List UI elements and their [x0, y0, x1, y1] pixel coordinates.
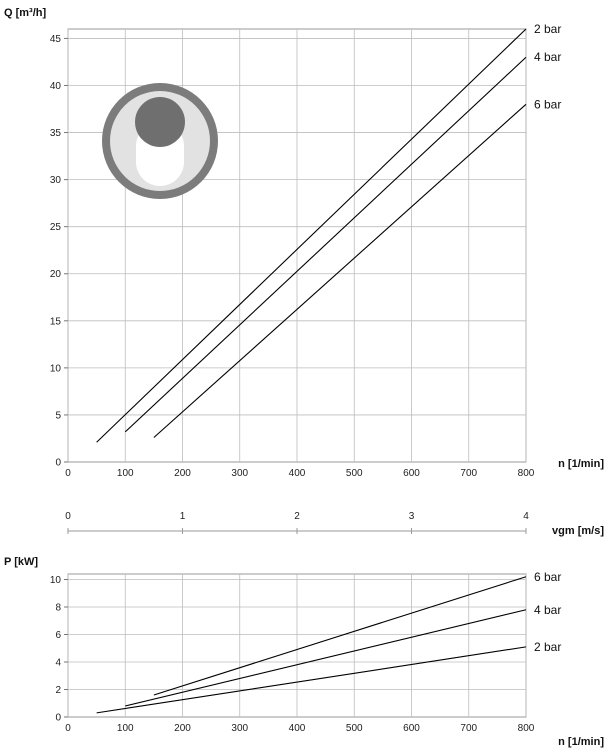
x-tick-label: 500: [346, 468, 363, 479]
x-tick-label: 700: [460, 723, 477, 734]
flow-chart-grid: [64, 28, 527, 463]
series-line-2-bar: [96, 646, 527, 714]
pump-rotor-icon: [102, 83, 218, 199]
x-tick-label: 200: [174, 723, 191, 734]
series-line-4-bar: [125, 609, 527, 707]
y-tick-label: 45: [50, 34, 62, 45]
y-tick-label: 10: [50, 363, 62, 374]
y-tick-label: 8: [55, 603, 61, 614]
x-tick-label: 300: [231, 468, 248, 479]
velocity-axis-label: vgm [m/s]: [552, 525, 604, 537]
y-tick-label: 40: [50, 81, 62, 92]
y-tick-label: 5: [55, 410, 61, 421]
y-tick-label: 20: [50, 269, 62, 280]
series-line-2-bar: [96, 28, 527, 443]
series-label: 6 bar: [534, 570, 561, 584]
velocity-tick-label: 1: [180, 511, 186, 522]
x-tick-label: 300: [231, 723, 248, 734]
x-tick-label: 500: [346, 723, 363, 734]
series-line-6-bar: [153, 576, 527, 696]
x-tick-label: 100: [117, 468, 134, 479]
velocity-tick-label: 4: [523, 511, 529, 522]
x-tick-label: 700: [460, 468, 477, 479]
series-label: 6 bar: [534, 97, 561, 111]
velocity-axis: 0 1 2 3 4: [65, 511, 529, 534]
x-tick-label: 400: [289, 723, 306, 734]
series-label: 2 bar: [534, 640, 561, 654]
flow-y-axis-label: Q [m³/h]: [4, 7, 46, 19]
series-line-6-bar: [153, 103, 527, 438]
power-chart-grid: [64, 573, 527, 718]
x-tick-label: 200: [174, 468, 191, 479]
y-tick-label: 15: [50, 316, 62, 327]
flow-chart-series: [96, 28, 527, 443]
velocity-tick-label: 2: [294, 511, 300, 522]
y-tick-label: 2: [55, 685, 61, 696]
series-label: 4 bar: [534, 50, 561, 64]
y-tick-label: 4: [55, 658, 61, 669]
x-tick-label: 600: [403, 468, 420, 479]
x-tick-label: 0: [65, 723, 71, 734]
series-line-4-bar: [124, 56, 527, 433]
power-chart-tick-labels: 0 100 200 300 400 500 600 700 800 0 2 4 6 8 10 6 bar 4 b…: [50, 570, 561, 734]
flow-chart-tick-labels: 0 100 200 300 400 500 600 700 800 0 5 10 15 20 25 30 35 4…: [50, 22, 561, 479]
y-tick-label: 10: [50, 575, 62, 586]
x-tick-label: 600: [403, 723, 420, 734]
y-tick-label: 0: [55, 458, 61, 469]
flow-x-axis-label: n [1/min]: [558, 458, 604, 470]
y-tick-label: 6: [55, 630, 61, 641]
velocity-tick-label: 3: [409, 511, 415, 522]
power-x-axis-label: n [1/min]: [558, 736, 604, 748]
x-tick-label: 800: [518, 723, 535, 734]
y-tick-label: 0: [55, 713, 61, 724]
x-tick-label: 800: [518, 468, 535, 479]
y-tick-label: 30: [50, 175, 62, 186]
series-label: 4 bar: [534, 603, 561, 617]
y-tick-label: 35: [50, 128, 62, 139]
velocity-tick-label: 0: [65, 511, 71, 522]
x-tick-label: 0: [65, 468, 71, 479]
x-tick-label: 400: [289, 468, 306, 479]
y-tick-label: 25: [50, 222, 62, 233]
x-tick-label: 100: [117, 723, 134, 734]
series-label: 2 bar: [534, 22, 561, 36]
power-chart-series: [96, 576, 527, 714]
power-y-axis-label: P [kW]: [4, 556, 38, 568]
